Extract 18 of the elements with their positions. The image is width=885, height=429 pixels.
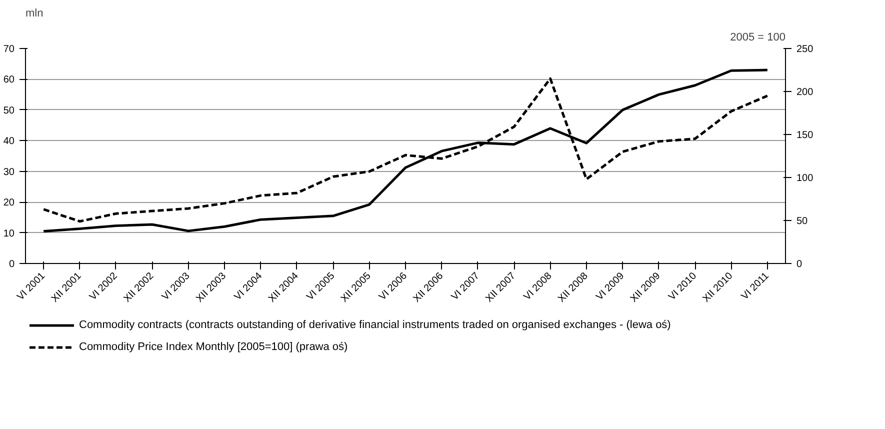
y-tick-label: 40 xyxy=(3,136,15,148)
y2-tick-label: 0 xyxy=(796,259,802,270)
y2-tick-label: 100 xyxy=(796,173,814,184)
legend-label: Commodity contracts (contracts outstanding of derivative financial instruments traded on organised exchanges - (lewa oś) xyxy=(79,319,671,331)
y2-tick-label: 50 xyxy=(796,216,808,227)
y-tick-label: 60 xyxy=(3,74,15,86)
y-tick-label: 50 xyxy=(3,105,15,116)
y-tick-label: 0 xyxy=(8,259,15,270)
y-tick-label: 10 xyxy=(3,228,15,240)
y2-tick-label: 200 xyxy=(796,87,814,98)
y-tick-label: 70 xyxy=(3,44,15,55)
y-axis-title: mln xyxy=(26,8,44,20)
y2-tick-label: 250 xyxy=(796,44,814,55)
y-tick-label: 30 xyxy=(3,166,15,178)
y-tick-label: 20 xyxy=(3,198,15,209)
legend-label: Commodity Price Index Monthly [2005=100] (prawa oś) xyxy=(79,341,348,353)
y2-tick-label: 150 xyxy=(796,130,814,141)
y2-axis-title: 2005 = 100 xyxy=(730,32,786,44)
